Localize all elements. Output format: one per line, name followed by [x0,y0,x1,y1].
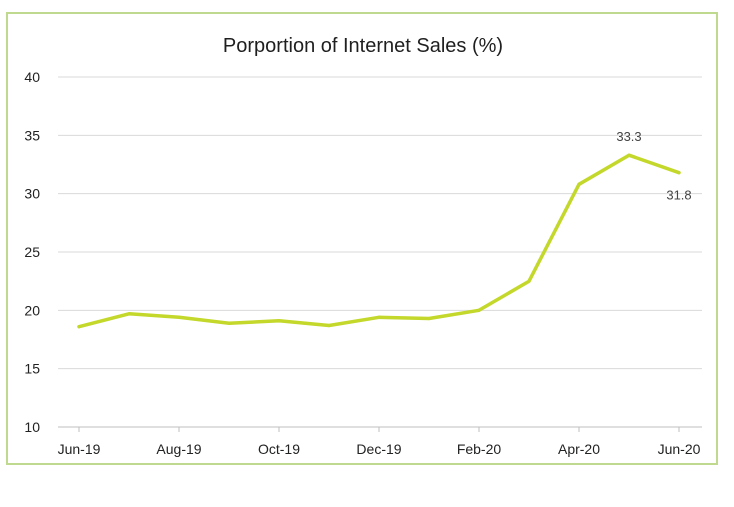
series-layer [77,153,681,329]
x-tick-label-Feb-20: Feb-20 [457,441,502,457]
x-tick-label-Dec-19: Dec-19 [356,441,401,457]
y-tick-label-20: 20 [24,302,40,318]
series-line-0 [77,153,681,329]
data-point-Jul-19 [127,312,131,316]
data-point-Mar-20 [527,279,531,283]
y-axis-ticks: 10 15 20 25 30 35 40 [24,69,40,435]
data-point-Nov-19 [327,323,331,328]
y-tick-label-30: 30 [24,186,40,202]
chart-title: Porportion of Internet Sales (%) [223,35,503,57]
data-point-Dec-19 [377,315,381,319]
x-axis-ticks: Jun-19 Aug-19 Oct-19 Dec-19 Feb-20 Apr-20 Jun-… [58,427,701,457]
y-tick-label-25: 25 [24,244,40,260]
data-point-Oct-19 [277,319,281,323]
y-tick-label-35: 35 [24,127,40,143]
data-label-Jun-20: 31.8 [666,188,691,203]
x-tick-label-Jun-20: Jun-20 [658,441,701,457]
y-tick-label-10: 10 [24,419,40,435]
x-tick-label-Aug-19: Aug-19 [156,441,201,457]
x-tick-label-Apr-20: Apr-20 [558,441,600,457]
line-chart: Porportion of Internet Sales (%) 10 15 20 2… [24,35,702,457]
data-point-Sep-19 [227,321,231,325]
data-label-May-20: 33.3 [616,129,641,144]
y-tick-label-40: 40 [24,69,40,85]
data-point-Jan-20 [427,316,431,321]
data-point-Jun-19 [77,325,81,329]
x-tick-label-Oct-19: Oct-19 [258,441,300,457]
chart-frame: Porportion of Internet Sales (%) 10 15 20 2… [6,12,718,465]
x-tick-label-Jun-19: Jun-19 [58,441,101,457]
data-point-Feb-20 [477,308,481,312]
data-point-Jun-20 [677,171,681,175]
gridlines [58,76,702,428]
data-point-May-20 [627,153,631,157]
data-point-Aug-19 [177,315,181,319]
data-point-Apr-20 [577,182,581,186]
data-labels: 33.3 31.8 [616,129,691,203]
y-tick-label-15: 15 [24,361,40,377]
